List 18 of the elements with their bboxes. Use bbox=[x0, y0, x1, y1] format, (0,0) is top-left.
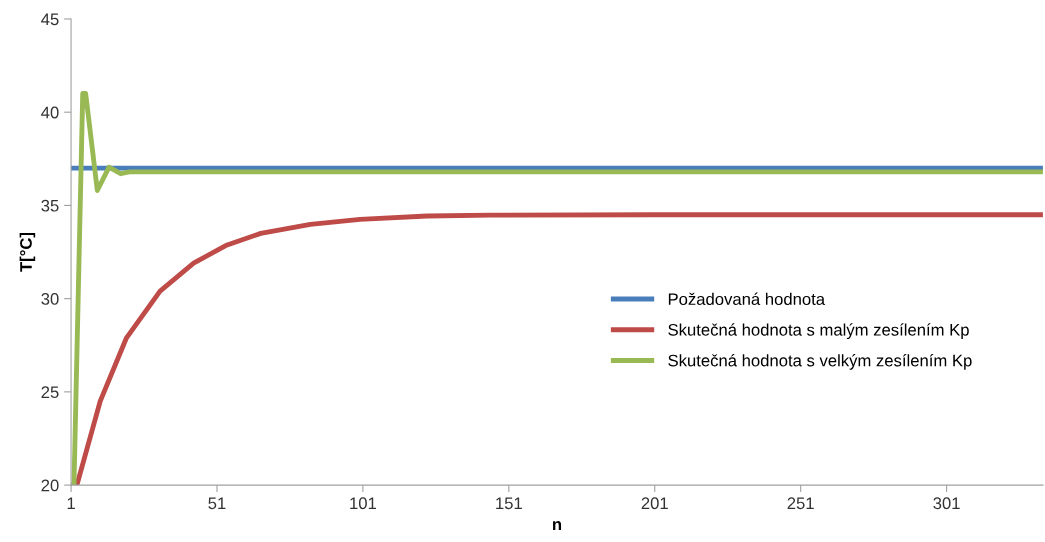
legend-label: Skutečná hodnota s malým zesílením Kp bbox=[668, 323, 969, 340]
y-tick-label: 30 bbox=[41, 293, 59, 305]
y-tick-label: 35 bbox=[41, 199, 59, 212]
x-tick-label: 51 bbox=[208, 497, 226, 510]
legend-label: Požadovaná hodnota bbox=[668, 292, 826, 306]
y-tick-label: 45 bbox=[41, 13, 59, 26]
x-axis-title: n bbox=[552, 521, 562, 531]
x-tick-label: 151 bbox=[496, 497, 522, 510]
y-tick-label: 20 bbox=[41, 479, 59, 492]
legend-label: Skutečná hodnota s velkým zesílením Kp bbox=[668, 354, 972, 370]
x-tick-label: 201 bbox=[641, 497, 668, 510]
x-tick-label: 101 bbox=[350, 497, 376, 510]
x-tick-label: 251 bbox=[787, 497, 814, 510]
y-tick-label: 25 bbox=[41, 386, 59, 399]
y-axis-title: T[°C] bbox=[19, 232, 36, 272]
x-tick-label: 301 bbox=[933, 497, 960, 510]
y-tick-label: 40 bbox=[41, 106, 59, 119]
x-tick-label: 1 bbox=[67, 497, 75, 509]
